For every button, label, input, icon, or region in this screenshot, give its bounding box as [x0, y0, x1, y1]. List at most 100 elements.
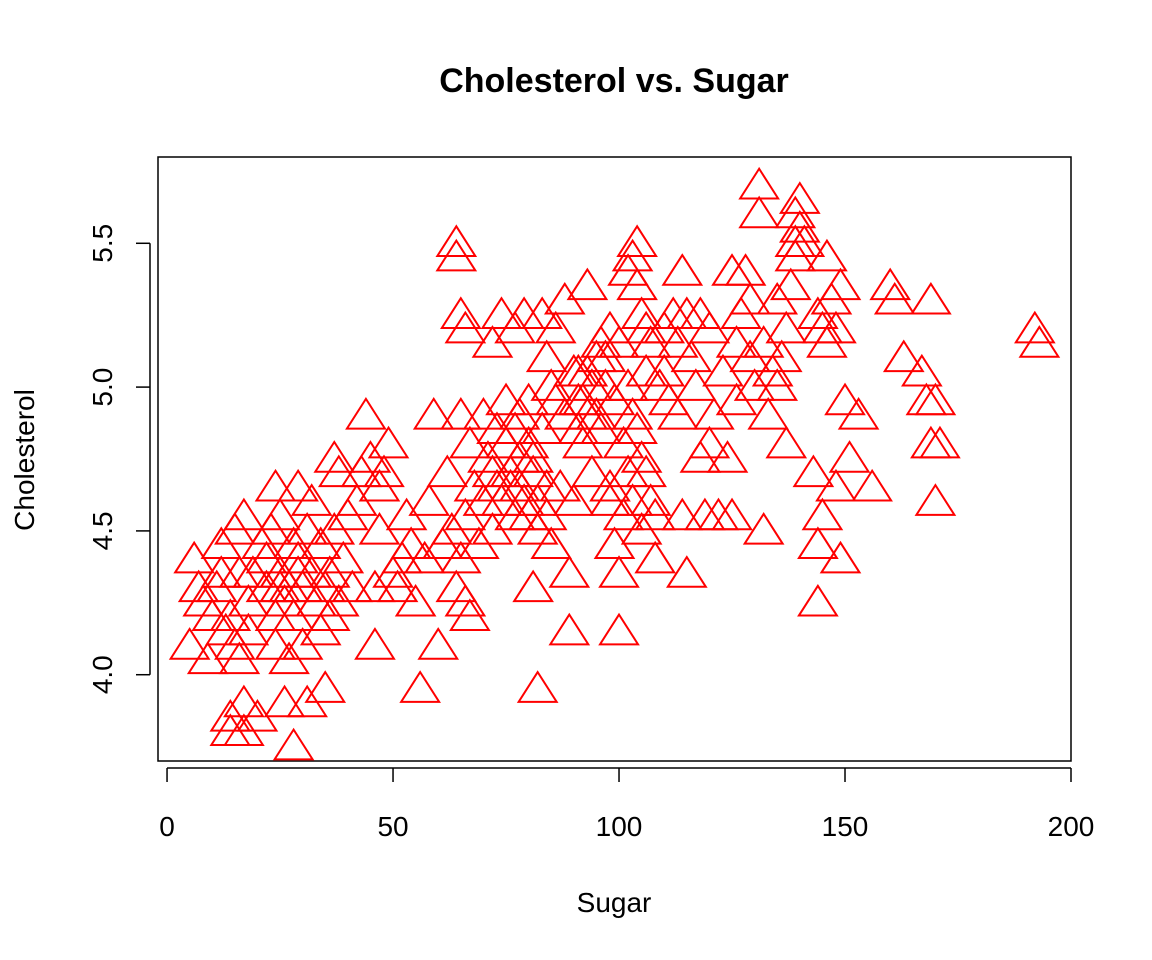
data-point: [769, 267, 812, 301]
data-point: [611, 396, 654, 430]
data-point: [688, 425, 731, 459]
data-point: [801, 497, 844, 531]
data-point: [815, 468, 857, 502]
y-tick-label: 4.5: [87, 511, 118, 550]
x-tick-label: 50: [377, 811, 408, 842]
data-point: [444, 583, 487, 617]
data-point: [819, 267, 862, 301]
data-point: [670, 339, 713, 373]
data-point: [783, 224, 826, 258]
data-point: [1018, 325, 1061, 358]
data-point: [552, 483, 595, 516]
data-point: [571, 454, 613, 488]
data-point: [286, 512, 328, 545]
data-point: [254, 468, 297, 502]
data-point: [390, 526, 432, 560]
data-point: [697, 497, 740, 531]
data-point: [548, 612, 591, 646]
data-point: [760, 339, 803, 373]
data-point: [656, 325, 699, 358]
data-point: [259, 497, 301, 531]
data-point: [218, 641, 261, 675]
data-point: [729, 281, 771, 315]
data-point: [634, 540, 677, 574]
data-point: [742, 512, 785, 545]
data-point: [435, 224, 478, 258]
data-point: [914, 382, 957, 416]
data-point: [765, 310, 808, 344]
data-point: [290, 483, 333, 516]
y-tick-label: 5.5: [87, 224, 118, 263]
data-point: [634, 497, 677, 531]
data-point: [756, 368, 799, 401]
data-point: [485, 382, 527, 416]
data-point: [919, 425, 961, 459]
data-point: [706, 440, 749, 473]
data-point: [449, 598, 491, 631]
x-axis-label: Sugar: [577, 887, 652, 918]
data-point: [616, 411, 658, 444]
data-point: [313, 440, 356, 473]
data-point: [828, 440, 871, 473]
data-point: [512, 569, 554, 603]
data-point: [516, 670, 559, 703]
data-point: [679, 296, 722, 329]
data-point: [317, 454, 360, 488]
data-point: [277, 468, 319, 502]
data-point: [656, 396, 699, 430]
data-point: [168, 627, 211, 660]
x-tick-label: 200: [1048, 811, 1095, 842]
data-point: [589, 483, 631, 516]
data-point: [399, 670, 441, 703]
data-point: [724, 253, 767, 286]
data-point: [512, 440, 554, 473]
data-point: [566, 267, 609, 301]
data-point: [426, 454, 469, 488]
data-point: [598, 555, 640, 588]
data-point: [882, 339, 925, 373]
data-point: [440, 296, 482, 329]
data-point: [534, 310, 577, 344]
data-point: [620, 440, 663, 473]
data-point: [661, 253, 704, 286]
data-point: [408, 483, 451, 516]
data-point: [263, 684, 306, 718]
data-point: [417, 627, 460, 660]
data-point: [412, 396, 455, 430]
x-tick-label: 150: [822, 811, 869, 842]
x-tick-label: 100: [596, 811, 643, 842]
data-point: [525, 339, 568, 373]
data-point: [797, 526, 839, 560]
data-point: [580, 411, 622, 444]
data-point: [304, 670, 347, 703]
data-point: [869, 267, 912, 301]
data-point: [539, 468, 582, 502]
data-point: [625, 454, 667, 488]
data-point: [815, 310, 857, 344]
data-point: [797, 583, 839, 617]
data-point: [738, 195, 780, 229]
plot-frame: [157, 156, 1072, 762]
data-point: [223, 497, 265, 531]
data-point: [910, 281, 952, 315]
data-point: [851, 468, 893, 502]
data-point: [376, 569, 419, 603]
data-point: [548, 555, 591, 588]
data-point: [629, 483, 672, 516]
data-point: [440, 396, 482, 430]
data-point: [345, 396, 387, 430]
data-point: [778, 181, 821, 214]
data-point: [778, 210, 821, 243]
data-point: [688, 310, 731, 344]
data-point: [715, 325, 758, 358]
data-point: [806, 238, 848, 272]
chart-title: Cholesterol vs. Sugar: [439, 62, 789, 100]
data-point: [747, 396, 789, 430]
data-point: [901, 353, 943, 387]
data-point: [367, 425, 410, 459]
data-point: [738, 166, 780, 200]
data-point: [711, 253, 753, 286]
data-point: [824, 382, 866, 416]
data-point: [530, 526, 573, 560]
